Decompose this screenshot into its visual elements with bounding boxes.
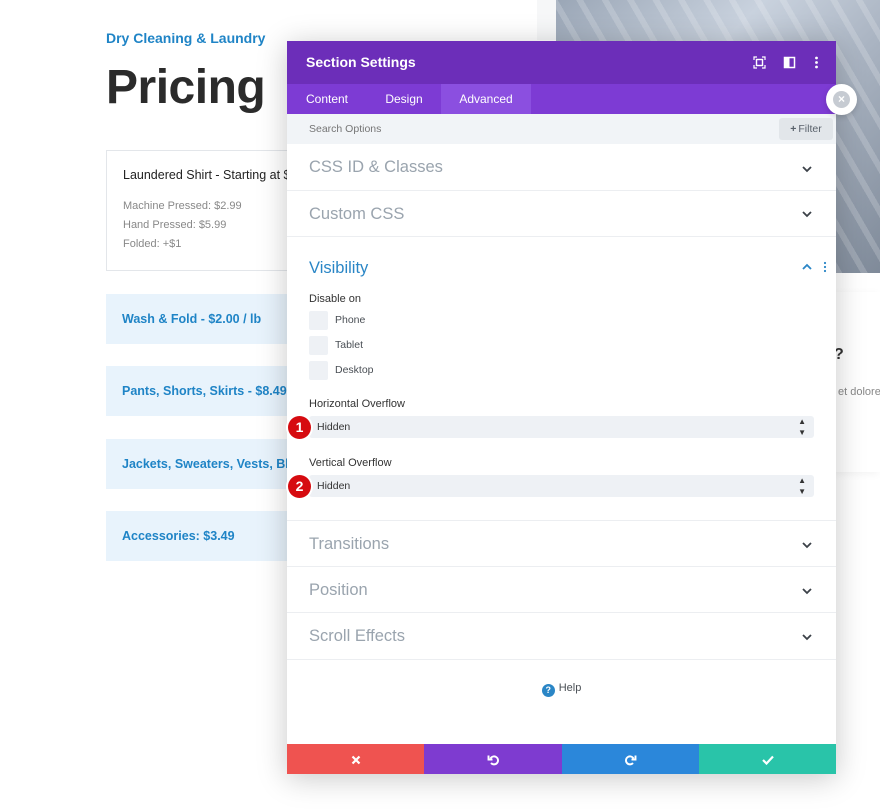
bg-subtitle: Dry Cleaning & Laundry (106, 30, 266, 46)
vertical-overflow-select[interactable]: Hidden ▲ ▼ (309, 475, 814, 497)
bg-price-line: Hand Pressed: $5.99 (123, 219, 227, 231)
section-title[interactable]: Visibility (309, 259, 369, 277)
plus-icon: + (790, 123, 797, 135)
disable-on-label: Disable on (309, 293, 361, 305)
horizontal-overflow-select[interactable]: Hidden ▲ ▼ (309, 416, 814, 438)
desktop-label: Desktop (335, 364, 374, 376)
tablet-checkbox[interactable] (309, 336, 328, 355)
search-bar: +Filter (287, 114, 836, 144)
close-icon: × (833, 91, 850, 108)
bg-close-button[interactable]: × (826, 84, 857, 115)
phone-checkbox[interactable] (309, 311, 328, 330)
select-arrows-icon: ▲ ▼ (798, 476, 806, 496)
section-position[interactable]: Position (287, 567, 836, 613)
chevron-down-icon[interactable] (801, 165, 813, 173)
bg-right-card (836, 292, 880, 472)
bg-page-title: Pricing (106, 61, 266, 114)
callout-badge-2: 2 (288, 475, 311, 498)
search-options-input[interactable] (309, 114, 444, 144)
undo-button[interactable] (424, 744, 562, 774)
bg-price-line: Machine Pressed: $2.99 (123, 200, 242, 212)
undo-icon (487, 755, 499, 766)
tablet-label: Tablet (335, 339, 364, 351)
modal-tabs: Content Design Advanced (287, 84, 836, 114)
bg-price-card-title: Laundered Shirt - Starting at $1 (123, 168, 298, 182)
section-transitions[interactable]: Transitions (287, 521, 836, 567)
close-icon (351, 755, 360, 765)
more-options-icon[interactable] (808, 54, 825, 71)
section-settings-modal: Section Settings Content Design Advanced (287, 41, 836, 774)
bg-price-line: Folded: +$1 (123, 238, 182, 250)
chevron-down-icon[interactable] (801, 210, 813, 218)
split-view-icon[interactable] (781, 54, 798, 71)
redo-button[interactable] (562, 744, 699, 774)
modal-footer (287, 744, 836, 774)
filter-button[interactable]: + Filter (779, 118, 833, 140)
section-title: Custom CSS (309, 205, 405, 223)
tab-content[interactable]: Content (305, 92, 349, 106)
bg-left-edge (537, 0, 556, 40)
section-title: Position (309, 581, 368, 599)
chevron-down-icon[interactable] (801, 633, 813, 641)
vertical-overflow-label: Vertical Overflow (309, 457, 392, 469)
horizontal-overflow-label: Horizontal Overflow (309, 398, 405, 410)
phone-label: Phone (335, 314, 366, 326)
tab-design[interactable]: Design (385, 92, 423, 106)
filter-label: Filter (798, 123, 822, 135)
desktop-checkbox[interactable] (309, 361, 328, 380)
section-css-id-classes[interactable]: CSS ID & Classes (287, 144, 836, 191)
chevron-down-icon[interactable] (801, 587, 813, 595)
section-title: Transitions (309, 535, 390, 553)
help-icon: ? (541, 684, 555, 697)
bg-right-question: ? (834, 346, 844, 363)
section-visibility: Visibility Disable on Phone Tablet Deskt… (287, 237, 836, 521)
checkmark-icon (761, 755, 774, 766)
section-custom-css[interactable]: Custom CSS (287, 191, 836, 237)
modal-header: Section Settings (287, 41, 836, 84)
modal-title: Section Settings (306, 54, 416, 70)
fullscreen-icon[interactable] (751, 54, 768, 71)
select-arrows-icon: ▲ ▼ (798, 417, 806, 437)
help-label: Help (558, 682, 582, 694)
chevron-down-icon[interactable] (801, 541, 813, 549)
bg-price-card-lines: Machine Pressed: $2.99 Hand Pressed: $5.… (123, 197, 389, 254)
save-button[interactable] (699, 744, 836, 774)
redo-icon (625, 755, 637, 766)
section-title: Scroll Effects (309, 627, 405, 645)
section-title: CSS ID & Classes (309, 158, 443, 176)
horizontal-overflow-value: Hidden (317, 421, 351, 433)
help-link[interactable]: ? Help (287, 682, 836, 697)
tab-advanced[interactable]: Advanced (441, 84, 531, 114)
section-scroll-effects[interactable]: Scroll Effects (287, 613, 836, 660)
cancel-button[interactable] (287, 744, 424, 774)
callout-badge-1: 1 (288, 416, 311, 439)
bg-right-text: et dolore m (838, 386, 880, 398)
vertical-overflow-value: Hidden (317, 480, 351, 492)
chevron-up-icon[interactable] (801, 263, 813, 271)
more-options-icon[interactable] (822, 261, 828, 273)
